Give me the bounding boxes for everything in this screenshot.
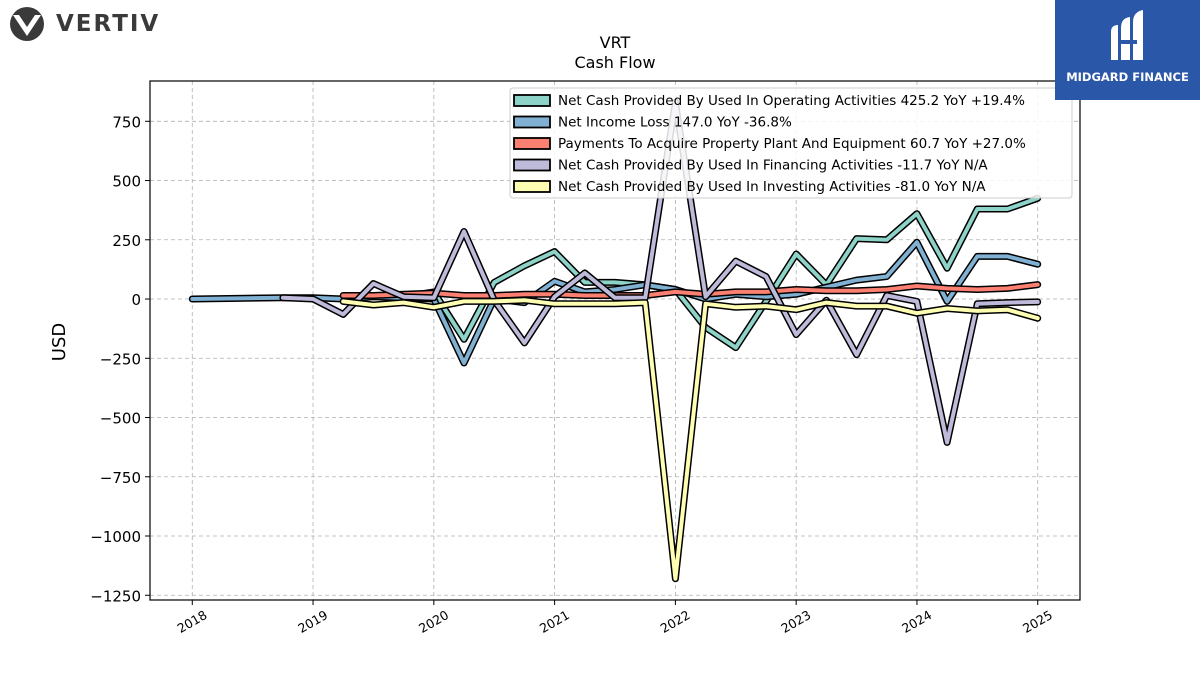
y-tick-label: 750 — [112, 113, 141, 131]
y-tick-label: −1250 — [90, 587, 141, 605]
legend-frame — [509, 87, 1073, 199]
midgard-logo-text: MIDGARD FINANCE — [1066, 70, 1189, 84]
y-tick-label: −500 — [100, 410, 141, 428]
x-tick-label: 2025 — [1020, 607, 1055, 636]
legend-swatch-capex — [513, 137, 551, 150]
legend-label-investing: Net Cash Provided By Used In Investing A… — [558, 179, 986, 195]
vertiv-logo-text: VERTIV — [56, 11, 161, 37]
series-line-investing — [341, 298, 1040, 581]
y-tick-label: −750 — [100, 469, 141, 487]
legend-swatch-net_income — [513, 115, 551, 129]
y-tick-label: −1000 — [90, 528, 141, 546]
series-line-financing — [280, 100, 1040, 445]
y-tick-label: 0 — [131, 291, 141, 309]
chart-subtitle: Cash Flow — [574, 53, 655, 72]
legend-swatch-operating — [513, 94, 551, 107]
legend-swatch-investing — [513, 180, 551, 193]
vertiv-logo-icon — [10, 7, 44, 41]
legend: Net Cash Provided By Used In Operating A… — [509, 87, 1073, 199]
x-tick-label: 2022 — [658, 607, 693, 636]
x-tick-label: 2018 — [174, 607, 209, 636]
legend-label-financing: Net Cash Provided By Used In Financing A… — [558, 158, 988, 174]
y-tick-label: 500 — [112, 173, 141, 191]
y-tick-label: 250 — [112, 232, 141, 250]
legend-label-operating: Net Cash Provided By Used In Operating A… — [558, 93, 1025, 109]
x-tick-label: 2021 — [537, 607, 572, 636]
y-tick-label: −250 — [100, 350, 141, 368]
x-tick-label: 2024 — [899, 607, 934, 636]
series-line-capex — [341, 282, 1040, 298]
series-lines — [188, 98, 1042, 583]
legend-label-capex: Payments To Acquire Property Plant And E… — [558, 136, 1026, 152]
legend-label-net_income: Net Income Loss 147.0 YoY -36.8% — [558, 115, 792, 131]
series-line-operating — [401, 196, 1040, 350]
vertiv-logo: VERTIV — [8, 6, 160, 42]
plot-frame — [149, 80, 1081, 601]
midgard-logo-icon — [1111, 10, 1143, 60]
y-axis-ticks: 750 500 250 0 −250 −500 −750 −1000 −1250 — [90, 113, 150, 605]
x-tick-label: 2020 — [416, 607, 451, 636]
x-axis-ticks: 2018 2019 2020 2021 2022 2023 2024 2025 — [174, 600, 1055, 636]
series-line-outline-operating — [400, 194, 1042, 352]
chart-title: VRT — [600, 33, 631, 52]
x-tick-label: 2019 — [295, 607, 330, 636]
x-tick-label: 2023 — [778, 607, 813, 636]
midgard-finance-badge: MIDGARD FINANCE — [1055, 0, 1200, 100]
legend-swatch-financing — [513, 158, 551, 172]
y-axis-label: USD — [49, 323, 70, 361]
